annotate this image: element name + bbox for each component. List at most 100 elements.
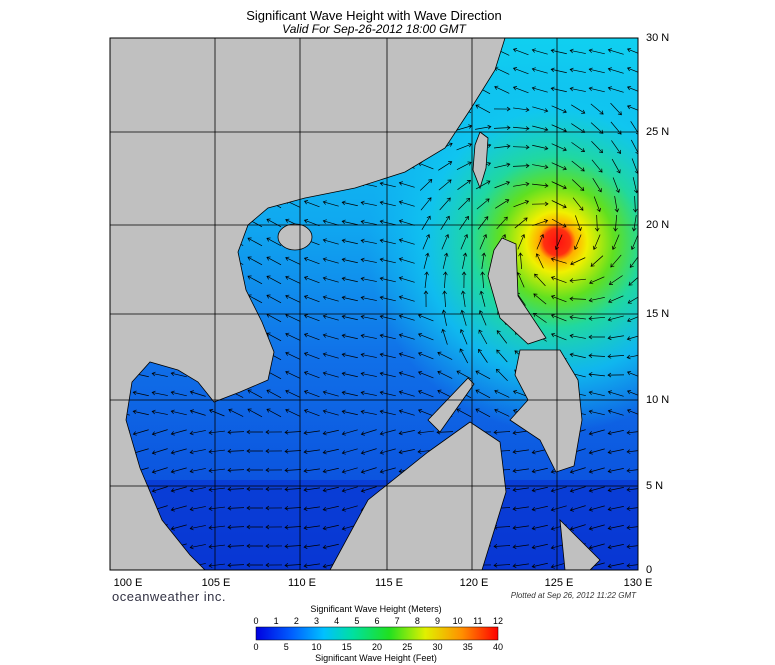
wave-arrow	[151, 409, 168, 415]
wave-arrow	[247, 256, 263, 266]
wave-arrow	[398, 314, 415, 321]
wave-arrow	[513, 181, 530, 187]
wave-arrow	[626, 449, 638, 454]
wave-arrow	[285, 332, 301, 341]
wave-arrow	[626, 389, 638, 396]
wave-arrow	[626, 354, 638, 360]
wave-arrow	[208, 544, 225, 549]
wave-arrow	[398, 409, 415, 416]
meters-tick-label: 6	[374, 616, 379, 626]
wave-arrow	[626, 563, 638, 568]
wave-arrow	[569, 333, 586, 339]
wave-arrow	[303, 333, 320, 341]
wave-arrow	[132, 390, 149, 397]
wave-arrow	[588, 390, 605, 397]
wave-arrow	[265, 524, 283, 530]
wave-arrow	[496, 330, 508, 344]
latitude-label: 20 N	[646, 219, 669, 231]
wave-arrow	[285, 370, 301, 379]
wave-arrow	[322, 448, 339, 455]
wave-arrow	[531, 505, 548, 512]
wave-arrow	[626, 525, 638, 530]
feet-tick-label: 35	[463, 642, 473, 652]
wave-arrow	[303, 200, 320, 208]
wave-arrow	[531, 562, 548, 569]
wave-arrow	[495, 368, 508, 381]
wave-arrow	[341, 295, 358, 302]
wave-arrow	[514, 217, 528, 229]
wave-arrow	[303, 430, 320, 435]
wave-arrow	[588, 372, 605, 377]
wave-arrow	[379, 257, 396, 264]
wave-arrow	[303, 390, 320, 398]
wave-arrow	[266, 389, 282, 399]
latitude-label: 15 N	[646, 308, 669, 320]
wave-arrow	[398, 371, 415, 378]
wave-arrow	[534, 273, 546, 287]
wave-arrow	[458, 197, 471, 210]
wave-arrow	[496, 216, 508, 230]
wave-arrow	[322, 390, 339, 397]
meters-tick-label: 0	[253, 616, 258, 626]
wave-arrow	[613, 215, 618, 232]
wave-arrow	[379, 448, 396, 455]
wave-arrow	[417, 408, 434, 417]
wave-arrow	[611, 234, 620, 250]
wave-arrow	[571, 179, 585, 191]
wave-arrow	[322, 333, 339, 340]
wave-arrow	[531, 467, 548, 474]
wave-arrow	[630, 234, 638, 250]
wave-arrow	[227, 524, 245, 530]
wave-arrow	[341, 314, 358, 321]
wave-arrow	[438, 161, 453, 171]
wave-arrow	[151, 467, 168, 474]
wave-arrow	[627, 296, 638, 304]
wave-arrow	[512, 525, 529, 530]
wave-arrow	[612, 177, 621, 194]
wave-arrow	[303, 276, 320, 284]
wave-arrow	[479, 234, 488, 250]
wave-arrow	[589, 276, 605, 285]
wave-arrow	[569, 505, 586, 512]
wave-arrow	[512, 67, 529, 75]
wave-arrow	[475, 104, 491, 114]
wave-arrow	[442, 290, 447, 308]
wave-arrow	[571, 104, 586, 114]
wave-arrow	[569, 86, 586, 92]
wave-arrow	[284, 430, 302, 435]
wave-arrow	[208, 525, 225, 530]
wave-arrow	[303, 409, 320, 417]
wave-arrow	[513, 126, 530, 131]
borneo	[329, 421, 507, 570]
wave-arrow	[419, 179, 433, 191]
wave-arrow	[360, 448, 377, 455]
wave-arrow	[532, 312, 547, 323]
wave-arrow	[630, 139, 638, 155]
wave-arrow	[208, 430, 225, 435]
wave-arrow	[303, 314, 320, 322]
latitude-label: 0	[646, 564, 652, 576]
wave-arrow	[360, 276, 377, 282]
longitude-label: 125 E	[545, 577, 574, 589]
wave-arrow	[151, 448, 168, 455]
feet-tick-label: 40	[493, 642, 503, 652]
wave-arrow	[322, 352, 339, 359]
wave-arrow	[512, 506, 529, 511]
wave-arrow	[379, 314, 396, 321]
wave-arrow	[475, 180, 491, 190]
wave-arrow	[629, 256, 638, 268]
wave-arrow	[607, 449, 624, 455]
wave-arrow	[421, 215, 431, 231]
brand: oceanweather inc.	[112, 589, 226, 604]
wave-arrow	[494, 85, 510, 94]
wave-arrow	[531, 524, 548, 531]
wave-arrow	[398, 390, 415, 397]
wave-arrow	[610, 254, 622, 268]
wave-arrow	[132, 429, 149, 436]
wave-arrow	[246, 429, 264, 435]
wave-arrow	[189, 487, 206, 493]
wave-arrow	[170, 429, 187, 436]
wave-arrow	[322, 486, 339, 493]
wave-arrow	[341, 352, 358, 359]
wave-arrow	[360, 390, 377, 396]
